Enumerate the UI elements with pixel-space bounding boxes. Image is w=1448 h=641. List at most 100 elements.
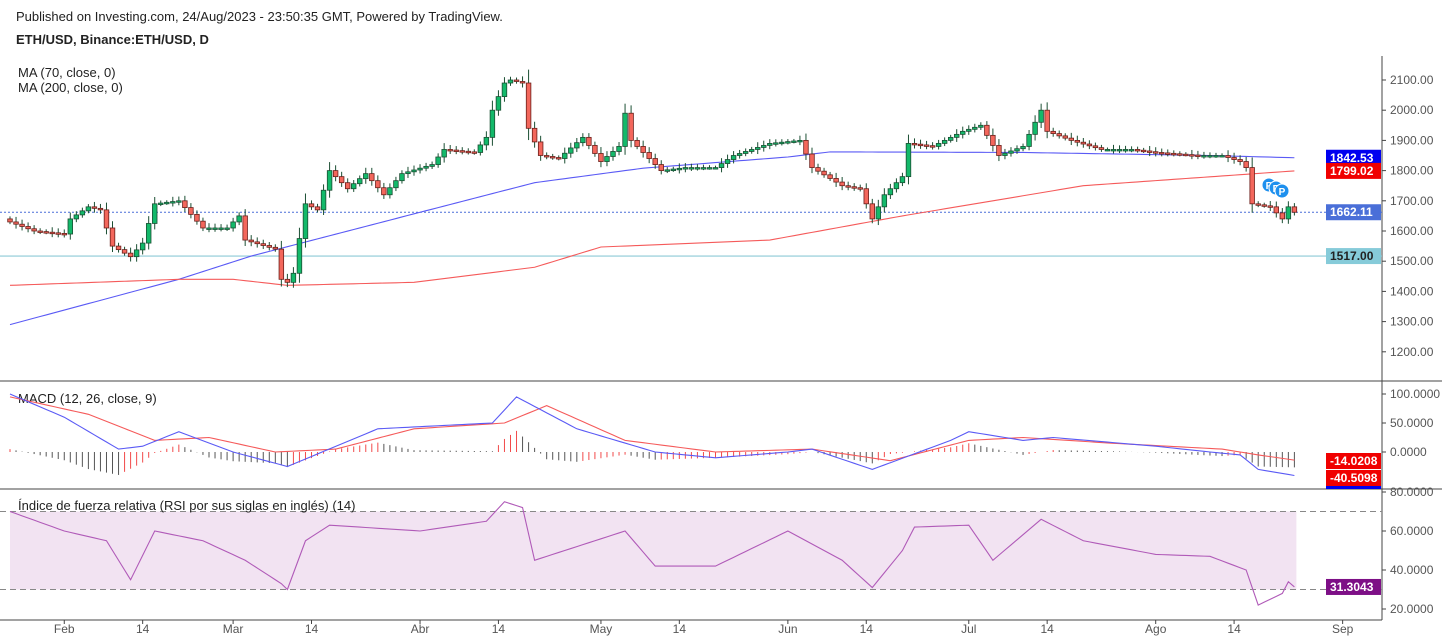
- candle-up: [296, 238, 303, 274]
- event-marker-icon: [1274, 183, 1290, 199]
- rsi-value-tag: 31.3043: [1330, 580, 1374, 594]
- candle-up: [580, 136, 586, 144]
- ma200-value-tag-bg: [1326, 162, 1381, 179]
- candle-down: [1044, 109, 1050, 132]
- candle-up: [1219, 155, 1225, 158]
- macd-y-tick-label: 0.0000: [1390, 445, 1427, 459]
- candle-up: [1122, 149, 1129, 152]
- candle-down: [284, 278, 291, 283]
- x-tick-label: Jul: [961, 622, 976, 636]
- x-tick-label: 14: [1227, 622, 1241, 636]
- legend-ma70: MA (70, close, 0): [18, 65, 116, 80]
- candle-up: [363, 173, 369, 180]
- macd-color-strip: [1326, 486, 1381, 489]
- candle-up: [302, 203, 309, 239]
- candle-down: [911, 143, 918, 146]
- x-tick-label: Ago: [1145, 622, 1167, 636]
- candle-down: [447, 149, 453, 152]
- candle-up: [574, 142, 580, 149]
- candle-up: [676, 167, 683, 171]
- candle-down: [55, 232, 61, 235]
- candle-up: [1014, 148, 1020, 152]
- candle-down: [188, 207, 194, 215]
- candle-up: [206, 227, 212, 230]
- candle-up: [893, 182, 900, 190]
- x-tick-label: 14: [305, 622, 319, 636]
- y-tick-label: 1700.00: [1390, 194, 1434, 208]
- event-marker-label: P: [1279, 187, 1286, 198]
- candle-up: [718, 163, 725, 168]
- x-tick-label: May: [590, 622, 613, 636]
- ma70-value-tag: 1842.53: [1330, 151, 1374, 165]
- rsi-y-tick-label: 20.0000: [1390, 602, 1434, 616]
- x-tick-label: Sep: [1332, 622, 1354, 636]
- candle-down: [863, 188, 869, 205]
- candle-down: [314, 206, 321, 211]
- candle-up: [1008, 150, 1014, 154]
- candle-down: [121, 249, 128, 254]
- candle-down: [513, 79, 520, 82]
- y-tick-label: 2100.00: [1390, 73, 1434, 87]
- candle-down: [550, 156, 556, 159]
- candle-down: [1153, 151, 1159, 154]
- candle-down: [91, 206, 98, 209]
- candle-down: [652, 158, 658, 165]
- candle-down: [839, 181, 845, 187]
- candle-up: [622, 112, 628, 147]
- published-caption: Published on Investing.com, 24/Aug/2023 …: [16, 9, 503, 24]
- candle-down: [537, 141, 544, 156]
- candle-down: [803, 139, 809, 155]
- candle-up: [139, 242, 146, 251]
- candle-up: [742, 151, 749, 154]
- candle-down: [525, 82, 532, 129]
- candle-down: [845, 185, 851, 188]
- candle-down: [990, 134, 996, 146]
- candle-down: [1231, 157, 1237, 160]
- candle-down: [254, 241, 260, 245]
- candle-down: [43, 231, 49, 234]
- candle-down: [182, 200, 188, 208]
- rsi-line: [9, 501, 1295, 606]
- candle-up: [664, 169, 670, 172]
- candle-up: [405, 171, 411, 175]
- candle-down: [19, 223, 25, 227]
- candle-up: [1116, 149, 1123, 152]
- candle-down: [1068, 137, 1074, 141]
- candle-up: [1104, 149, 1111, 152]
- candle-down: [640, 146, 646, 153]
- candle-down: [1080, 141, 1087, 145]
- candle-up: [218, 227, 224, 230]
- rsi-value-tag-bg: [1326, 578, 1381, 595]
- ma200-value-tag: 1799.02: [1330, 164, 1374, 178]
- candle-up: [978, 124, 984, 128]
- x-tick-label: Abr: [411, 622, 430, 636]
- candle-down: [1056, 133, 1062, 137]
- macd-y-tick-label: 100.0000: [1390, 387, 1440, 401]
- candle-down: [31, 228, 37, 232]
- signal-value-tag-bg: [1326, 453, 1381, 469]
- candle-down: [344, 182, 351, 190]
- legend-rsi: Índice de fuerza relativa (RSI por sus s…: [18, 498, 355, 513]
- candle-down: [338, 176, 345, 184]
- candle-down: [1050, 130, 1056, 135]
- candle-up: [477, 144, 484, 153]
- legend-macd: MACD (12, 26, close, 9): [18, 391, 157, 406]
- candle-up: [748, 149, 755, 152]
- candle-down: [827, 174, 833, 179]
- candle-up: [387, 187, 393, 196]
- candle-up: [164, 201, 170, 205]
- y-tick-label: 2000.00: [1390, 103, 1434, 117]
- candle-down: [465, 150, 471, 154]
- candle-up: [176, 200, 182, 203]
- candle-up: [899, 176, 906, 184]
- candle-down: [381, 187, 387, 196]
- candle-down: [61, 233, 67, 236]
- x-tick-label: 14: [1040, 622, 1054, 636]
- candle-up: [158, 202, 164, 205]
- candle-down: [923, 144, 930, 147]
- candle-down: [1291, 206, 1298, 213]
- candle-up: [73, 214, 80, 220]
- candle-down: [1074, 139, 1081, 143]
- candle-down: [598, 153, 604, 162]
